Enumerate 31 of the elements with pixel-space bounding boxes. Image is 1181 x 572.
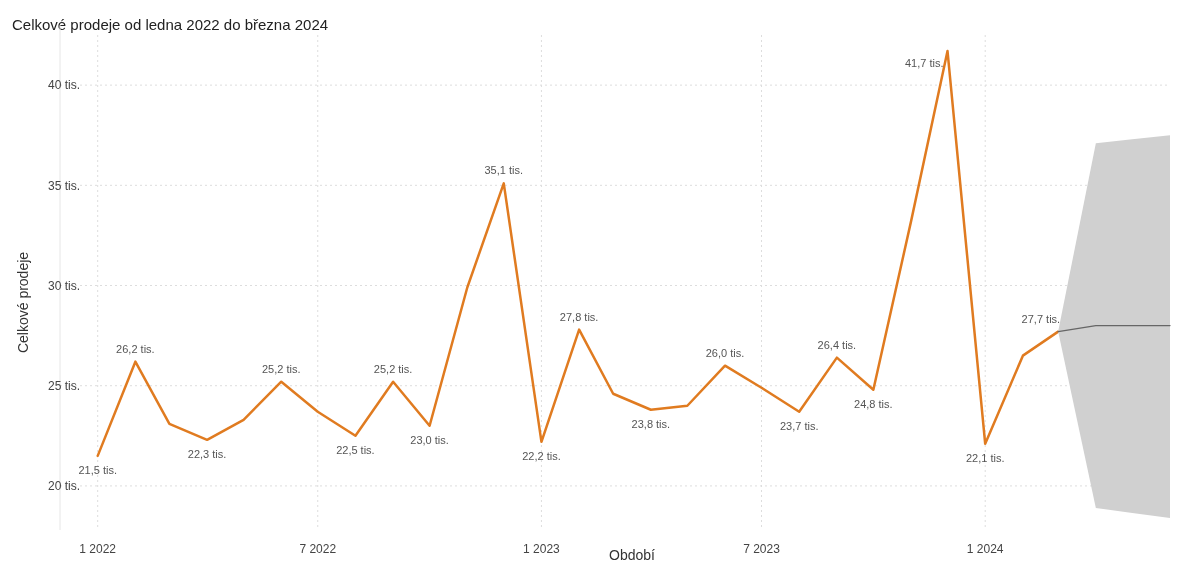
data-label: 26,4 tis. — [817, 338, 857, 351]
data-label: 41,7 tis. — [904, 57, 944, 70]
data-label: 22,5 tis. — [336, 443, 375, 456]
data-label: 22,2 tis. — [522, 449, 561, 462]
y-axis-title: Celkové prodeje — [15, 251, 31, 354]
data-label: 23,8 tis. — [631, 417, 671, 430]
y-tick-label: 25 tis. — [47, 378, 80, 393]
y-tick-label: 35 tis. — [47, 178, 80, 193]
y-tick-label: 30 tis. — [47, 278, 80, 293]
data-label: 22,1 tis. — [965, 451, 1005, 464]
x-tick-label: 1 2024 — [966, 542, 1004, 556]
data-label: 27,8 tis. — [559, 310, 599, 323]
y-tick-label: 20 tis. — [47, 479, 80, 494]
data-label: 21,5 tis. — [78, 463, 117, 476]
data-label: 27,7 tis. — [1021, 312, 1061, 325]
y-tick-label: 40 tis. — [47, 78, 80, 93]
data-label: 26,2 tis. — [116, 342, 155, 355]
data-label: 35,1 tis. — [484, 164, 524, 177]
data-label: 25,2 tis. — [373, 362, 413, 375]
x-tick-label: 7 2023 — [743, 542, 781, 556]
x-tick-label: 1 2022 — [79, 542, 117, 556]
data-label: 25,2 tis. — [262, 362, 301, 375]
data-label: 24,8 tis. — [854, 397, 893, 410]
x-axis-title: Období — [609, 547, 656, 563]
data-label: 26,0 tis. — [705, 346, 745, 359]
data-label: 23,0 tis. — [410, 433, 449, 446]
chart-title: Celkové prodeje od ledna 2022 do března 2024 — [12, 16, 329, 33]
data-label: 22,3 tis. — [187, 447, 227, 460]
x-tick-label: 7 2022 — [299, 542, 337, 556]
x-tick-label: 1 2023 — [523, 542, 561, 556]
data-label: 23,7 tis. — [779, 419, 819, 432]
